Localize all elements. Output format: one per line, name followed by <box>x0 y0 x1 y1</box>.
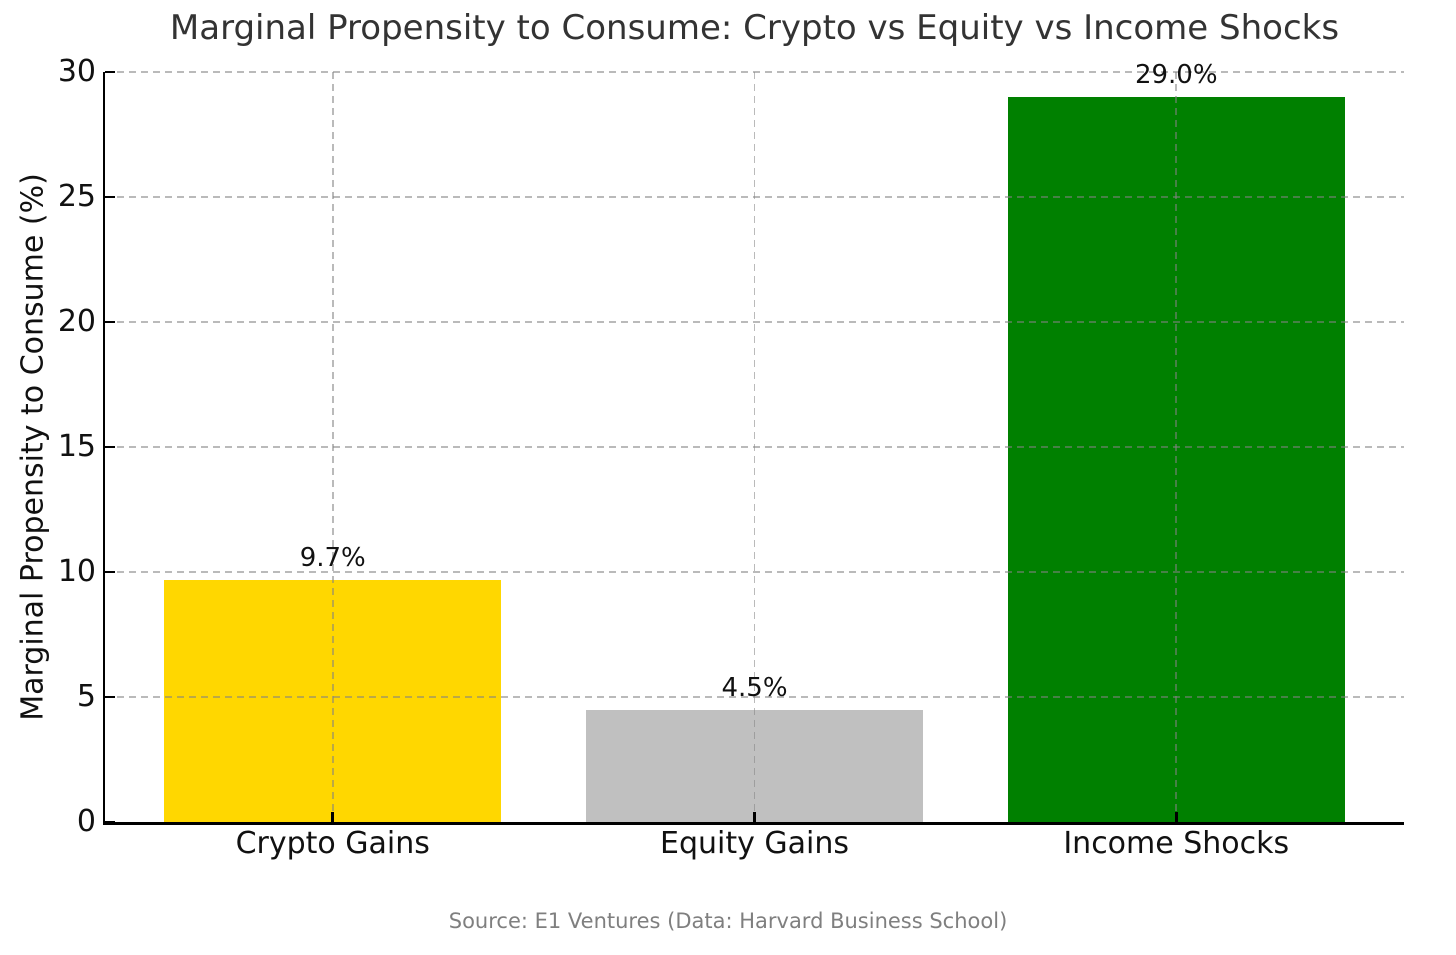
y-tick-0 <box>105 820 115 824</box>
v-gridline-2 <box>753 72 756 822</box>
y-tick-label-25: 25 <box>57 179 96 214</box>
y-tick-15 <box>105 445 115 449</box>
y-tick-25 <box>105 195 115 199</box>
y-axis-spine <box>102 72 105 825</box>
x-tick-label-2: Equity Gains <box>659 826 850 861</box>
x-tick-1 <box>331 812 334 822</box>
x-axis-spine <box>102 822 1404 825</box>
plot-area: 9.7% 4.5% 29.0% <box>102 60 1404 825</box>
v-gridline-3 <box>1175 72 1178 822</box>
x-tick-label-1: Crypto Gains <box>235 826 430 861</box>
chart-title: Marginal Propensity to Consume: Crypto v… <box>169 8 1340 48</box>
y-tick-label-10: 10 <box>57 554 96 589</box>
y-tick-5 <box>105 695 115 699</box>
y-tick-20 <box>105 320 115 324</box>
y-tick-30 <box>105 70 115 74</box>
y-tick-label-30: 30 <box>57 54 96 89</box>
bar-value-label-2: 4.5% <box>721 672 788 703</box>
y-tick-label-15: 15 <box>57 429 96 464</box>
bar-value-label-3: 29.0% <box>1134 60 1218 90</box>
v-gridline-1 <box>331 72 334 822</box>
y-tick-10 <box>105 570 115 574</box>
y-tick-label-20: 20 <box>57 304 96 339</box>
source-note: Source: E1 Ventures (Data: Harvard Busin… <box>448 909 1008 933</box>
y-tick-label-0: 0 <box>76 804 96 839</box>
x-tick-3 <box>1175 812 1178 822</box>
y-tick-label-5: 5 <box>76 679 96 714</box>
x-tick-2 <box>753 812 756 822</box>
x-tick-label-3: Income Shocks <box>1063 826 1290 861</box>
bar-value-label-1: 9.7% <box>299 542 366 573</box>
